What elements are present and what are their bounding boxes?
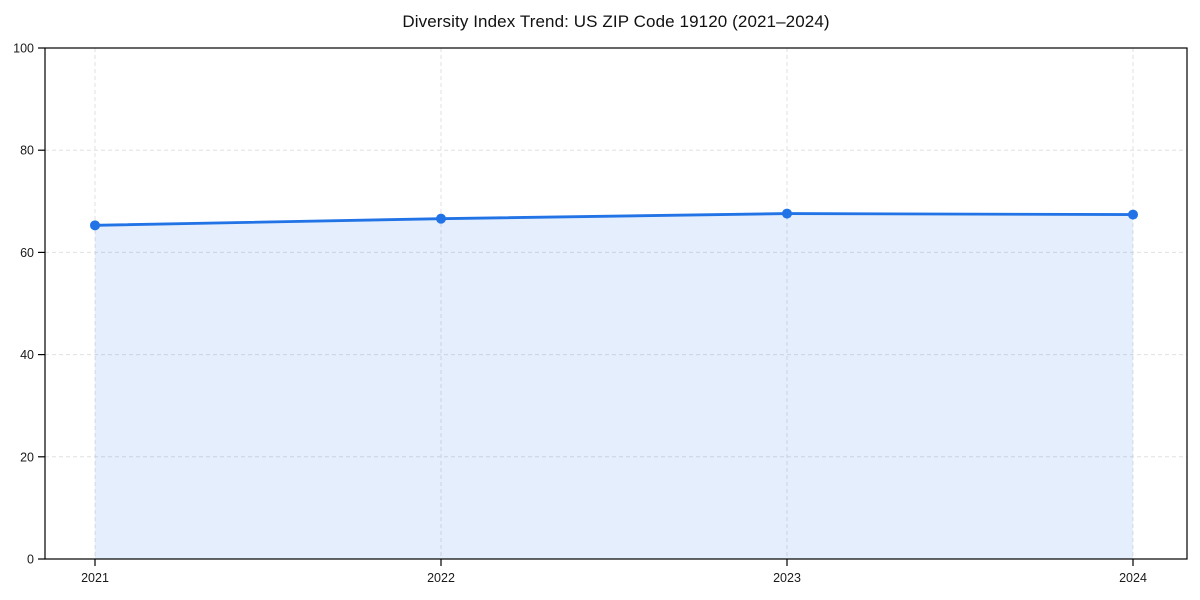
data-point-2023	[782, 208, 792, 219]
data-point-2022	[436, 213, 446, 224]
x-tick-label: 2023	[773, 571, 801, 585]
chart-title: Diversity Index Trend: US ZIP Code 19120…	[402, 12, 830, 31]
y-tick-label: 0	[27, 553, 34, 567]
trend-line	[93, 212, 1135, 227]
area-fill	[95, 213, 1133, 559]
y-tick-label: 40	[20, 348, 34, 362]
x-tick-label: 2021	[81, 571, 109, 585]
data-point-2021	[90, 220, 100, 231]
plot-frame	[44, 47, 1188, 560]
y-tick-label: 100	[13, 42, 34, 56]
data-point-2024	[1128, 209, 1138, 220]
y-tick-label: 80	[20, 144, 34, 158]
x-tick-label: 2022	[427, 571, 455, 585]
x-tick-label: 2024	[1119, 571, 1147, 585]
y-tick-label: 20	[20, 450, 34, 464]
y-tick-label: 60	[20, 246, 34, 260]
